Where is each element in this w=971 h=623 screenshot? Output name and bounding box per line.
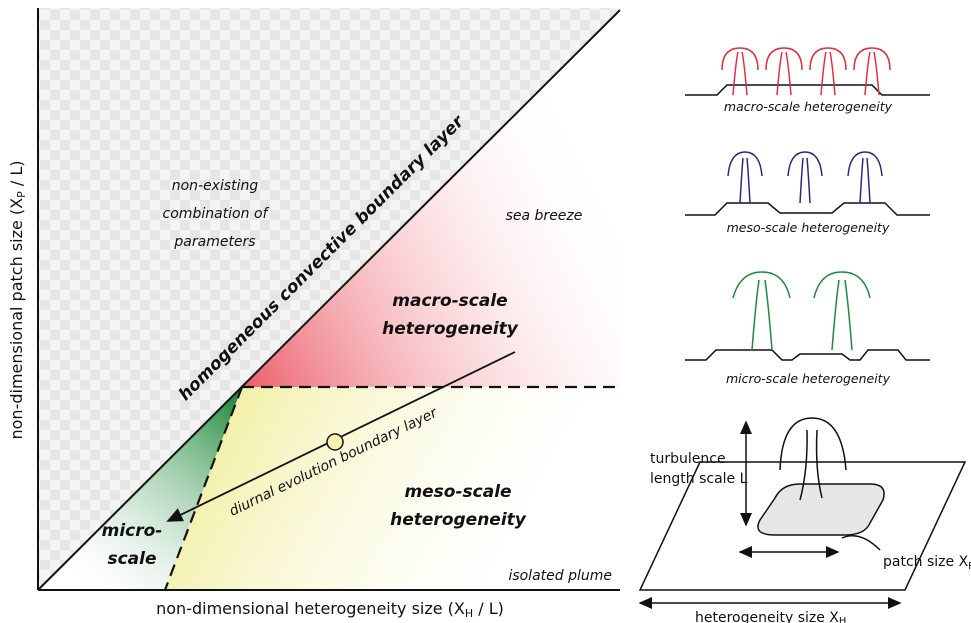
label-part: non-dimensional heterogeneity size (X bbox=[156, 599, 465, 618]
patch bbox=[757, 483, 885, 536]
label-part: / L) bbox=[473, 599, 504, 618]
macro-plumes bbox=[721, 47, 891, 96]
surface bbox=[685, 349, 930, 361]
caption: micro-scale heterogeneity bbox=[726, 371, 891, 386]
plume bbox=[779, 417, 847, 501]
label-sub: P bbox=[968, 561, 971, 572]
region-label: parameters bbox=[173, 234, 255, 250]
region-label: heterogeneity bbox=[382, 319, 519, 339]
region-label: non-existing bbox=[172, 178, 259, 194]
label-part: / L) bbox=[7, 161, 26, 192]
micro-plumes bbox=[732, 271, 871, 351]
label-sub: P bbox=[15, 191, 28, 198]
label-part: non-dimensional patch size (X bbox=[7, 198, 26, 440]
region-label: micro- bbox=[102, 521, 163, 541]
annotation: patch size XP bbox=[883, 554, 971, 572]
region-label: combination of bbox=[163, 206, 270, 222]
surface bbox=[685, 202, 930, 216]
x-axis-label: non-dimensional heterogeneity size (XH /… bbox=[156, 599, 504, 620]
meso-region bbox=[165, 387, 620, 590]
annotation: heterogeneity size XH bbox=[695, 610, 846, 623]
caption: macro-scale heterogeneity bbox=[724, 99, 893, 114]
region-label: heterogeneity bbox=[390, 510, 527, 530]
side-panels bbox=[638, 47, 967, 609]
state-marker bbox=[326, 433, 344, 451]
region-label: isolated plume bbox=[508, 568, 612, 584]
label-sub: H bbox=[839, 616, 847, 623]
region-label: macro-scale bbox=[392, 291, 507, 311]
diagonal bbox=[37, 9, 621, 591]
region-label: sea breeze bbox=[506, 208, 583, 224]
label-part: heterogeneity size X bbox=[695, 610, 839, 623]
y-axis-label: non-dimensional patch size (XP / L) bbox=[7, 161, 28, 440]
leader bbox=[841, 535, 881, 551]
meso-plumes bbox=[727, 151, 883, 204]
plane bbox=[638, 461, 967, 591]
label-sub: H bbox=[465, 607, 473, 620]
region-label: scale bbox=[107, 549, 156, 569]
caption: meso-scale heterogeneity bbox=[727, 220, 890, 235]
region-label: meso-scale bbox=[404, 482, 511, 502]
label-part: patch size X bbox=[883, 554, 969, 570]
annotation: turbulence bbox=[650, 451, 726, 467]
main-plot: non-dimensional patch size (XP / L) non-… bbox=[7, 8, 621, 620]
dashed-boundary bbox=[163, 386, 244, 591]
annotation: length scale L bbox=[650, 471, 748, 487]
surface bbox=[685, 84, 930, 96]
